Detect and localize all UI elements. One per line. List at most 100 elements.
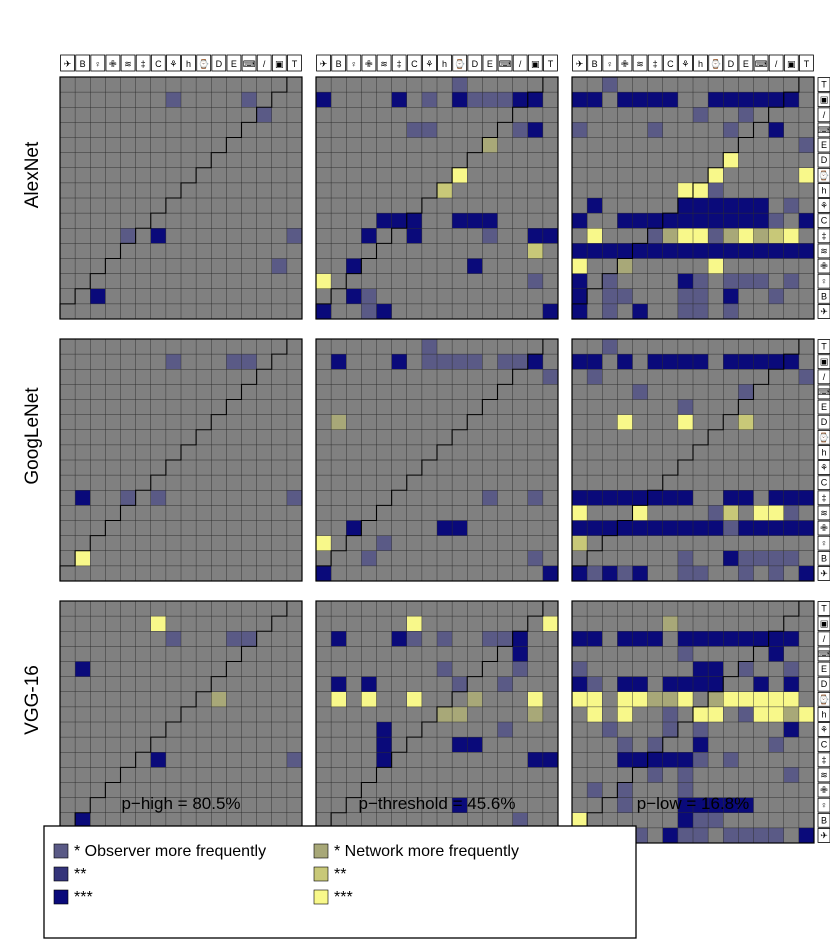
bird-icon: ✙ xyxy=(621,59,629,69)
heatmap-cell xyxy=(617,706,633,722)
heatmap-cell xyxy=(482,92,498,108)
heatmap-cell xyxy=(753,273,769,289)
heatmap-cell xyxy=(768,92,784,108)
icon-box xyxy=(817,691,830,707)
heatmap-cell xyxy=(783,273,799,289)
bird-icon: ✙ xyxy=(820,785,828,795)
column-label-p-high: p−high = 80.5% xyxy=(121,794,240,813)
heatmap-cell xyxy=(165,631,181,647)
heatmap-cell xyxy=(497,354,513,370)
heatmap-cell xyxy=(723,243,739,259)
heatmap-cell xyxy=(662,354,678,370)
heatmap-cell xyxy=(632,92,648,108)
heatmap-cell xyxy=(467,213,483,229)
icon-box xyxy=(817,520,830,536)
heatmap-cell xyxy=(708,258,724,274)
heatmap-cell xyxy=(798,565,814,581)
heatmap-cell xyxy=(165,354,181,370)
heatmap-cell xyxy=(587,691,603,707)
heatmap-cell xyxy=(75,550,91,566)
airplane-icon: ✈ xyxy=(320,59,328,69)
icon-box xyxy=(817,167,830,183)
heatmap-cell xyxy=(768,691,784,707)
heatmap-cell xyxy=(693,520,709,536)
truck-icon: T xyxy=(821,604,827,614)
icon-box xyxy=(817,550,830,566)
heatmap-cell xyxy=(677,288,693,304)
icon-box xyxy=(817,707,830,722)
heatmap-cell xyxy=(798,369,814,385)
heatmap-cell xyxy=(632,631,648,647)
heatmap-cell xyxy=(783,354,799,370)
icon-box xyxy=(647,54,663,72)
heatmap-cell xyxy=(437,706,453,722)
icon-box xyxy=(817,535,830,551)
heatmap-cell xyxy=(662,213,678,229)
heatmap-cell xyxy=(723,213,739,229)
heatmap-cell xyxy=(662,490,678,506)
panel-googlenet-p-threshold xyxy=(315,338,559,582)
heatmap-cell xyxy=(768,565,784,581)
heatmap-cell xyxy=(391,354,407,370)
heatmap-cell xyxy=(482,631,498,647)
boat-icon: ≋ xyxy=(820,770,828,780)
heatmap-cell xyxy=(587,243,603,259)
heatmap-cell xyxy=(677,198,693,214)
icon-box xyxy=(817,77,830,92)
heatmap-cell xyxy=(467,258,483,274)
heatmap-cell xyxy=(738,354,754,370)
icon-box xyxy=(817,601,830,616)
heatmap-cell xyxy=(798,827,814,843)
heatmap-cell xyxy=(708,520,724,536)
chair-icon: h xyxy=(821,185,826,195)
elephant-icon: E xyxy=(821,664,827,674)
icon-box xyxy=(817,445,830,460)
heatmap-cell xyxy=(662,92,678,108)
panel-border xyxy=(59,76,303,320)
heatmap-cell xyxy=(437,661,453,677)
icon-box xyxy=(817,183,830,198)
truck-icon: T xyxy=(821,342,827,352)
heatmap-cell xyxy=(677,182,693,198)
heatmap-cell xyxy=(331,414,347,430)
heatmap-cell xyxy=(738,213,754,229)
icon-box xyxy=(817,812,830,828)
heatmap-cell xyxy=(437,631,453,647)
heatmap-cell xyxy=(693,288,709,304)
dog-icon: D xyxy=(216,59,223,69)
knife-icon: / xyxy=(775,59,778,69)
heatmap-cell xyxy=(738,490,754,506)
heatmap-cell xyxy=(783,243,799,259)
icon-box xyxy=(693,54,708,72)
heatmap-cell xyxy=(437,182,453,198)
heatmap-cell xyxy=(768,228,784,244)
heatmap-cell xyxy=(150,490,166,506)
heatmap-cell xyxy=(798,706,814,722)
keyboard-icon: ⌨ xyxy=(499,59,512,69)
heatmap-cell xyxy=(406,691,422,707)
heatmap-cell xyxy=(211,691,227,707)
truck-icon: T xyxy=(292,59,298,69)
heatmap-cell xyxy=(708,505,724,521)
heatmap-cell xyxy=(572,535,588,551)
legend-swatch-observer-2 xyxy=(53,866,69,882)
icon-box xyxy=(422,54,437,72)
heatmap-cell xyxy=(708,92,724,108)
heatmap-cell xyxy=(723,92,739,108)
heatmap-cell xyxy=(632,520,648,536)
airplane-icon: ✈ xyxy=(64,59,72,69)
car-icon: C xyxy=(821,216,828,226)
bicycle-icon: ♀ xyxy=(821,800,828,810)
icon-box xyxy=(817,475,830,491)
icon-box xyxy=(817,273,830,289)
heatmap-cell xyxy=(617,797,633,813)
heatmap-cell xyxy=(783,550,799,566)
heatmap-cell xyxy=(391,631,407,647)
heatmap-cell xyxy=(693,303,709,319)
heatmap-cell xyxy=(75,490,91,506)
heatmap-cell xyxy=(708,812,724,828)
heatmap-cell xyxy=(572,122,588,138)
airplane-icon: ✈ xyxy=(820,306,828,316)
icon-box xyxy=(587,54,603,72)
